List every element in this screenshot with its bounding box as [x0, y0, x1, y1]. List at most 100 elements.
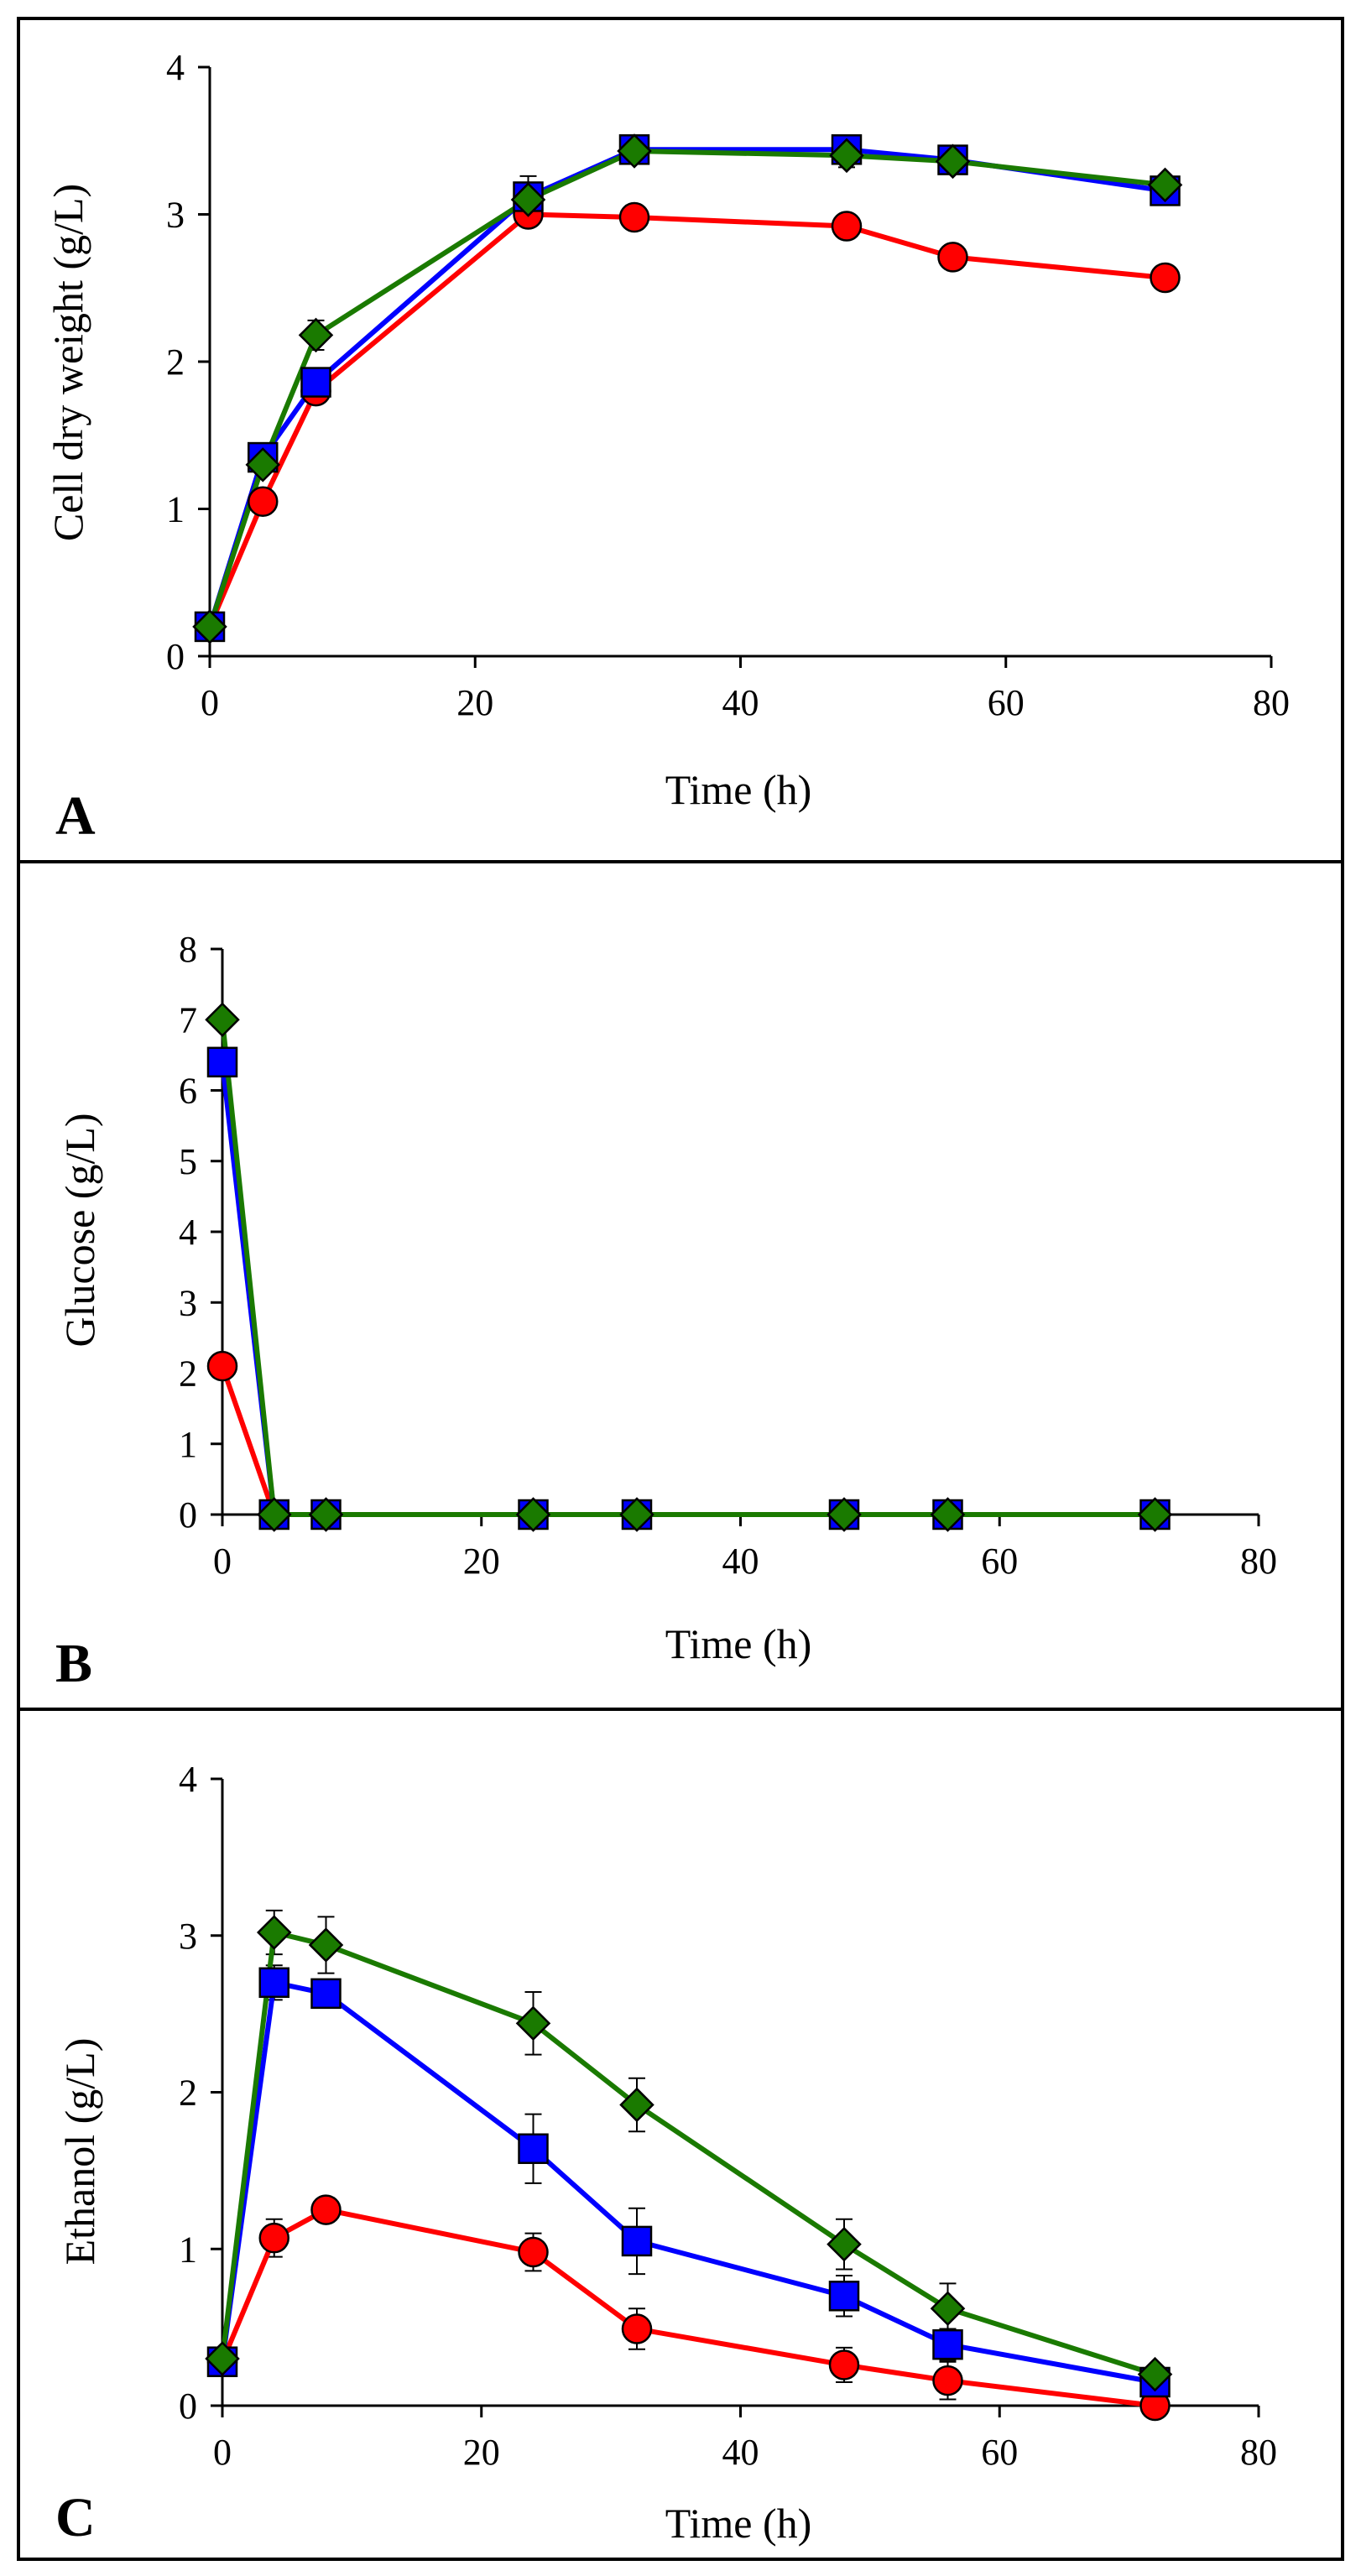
- panel-b-diamond-marker: [256, 1497, 292, 1532]
- panel-b-x-tick-label: 60: [981, 1541, 1018, 1582]
- panel-c-circle-marker: [621, 2313, 653, 2344]
- panel-c-diamond-marker: [515, 2005, 551, 2042]
- panel-b-diamond-marker: [205, 1002, 240, 1038]
- panel-a-diamond-marker: [617, 133, 652, 169]
- panel-b-x-tick-label: 40: [722, 1541, 759, 1582]
- panel-c-y-tick-label: 2: [179, 2073, 197, 2114]
- panel-a-x-tick-label: 80: [1253, 682, 1290, 723]
- panel-b-x-tick-label: 20: [463, 1541, 500, 1582]
- panel-a-x-tick-label: 40: [722, 682, 759, 723]
- panel-b-y-tick-label: 8: [179, 929, 197, 970]
- panel-c-square-marker: [828, 2281, 860, 2312]
- panel-a-cell-dry-weight: A Time (h) Cell dry weight (g/L) 0 20 40 60…: [44, 47, 1290, 847]
- panel-a-circle-marker: [1150, 262, 1181, 294]
- panel-b-y-tick-label: 2: [179, 1353, 197, 1395]
- panel-c-y-tick-label: 4: [179, 1759, 197, 1800]
- panel-a-y-tick-label: 2: [166, 342, 185, 383]
- panel-c-circle-marker: [310, 2194, 342, 2225]
- panel-c-diamond-marker: [930, 2291, 966, 2326]
- panel-a-x-tick-label: 20: [456, 682, 493, 723]
- panel-a-y-tick-label: 4: [166, 47, 185, 88]
- panel-a-y-tick-label: 0: [166, 636, 185, 677]
- panel-c-diamond-marker: [1137, 2356, 1173, 2392]
- panel-a-y-axis-label: Cell dry weight (g/L): [44, 184, 91, 541]
- panel-a-diamond-marker: [298, 317, 334, 353]
- panel-c-x-tick-label: 40: [722, 2432, 759, 2473]
- panel-b-y-tick-label: 7: [179, 999, 197, 1040]
- panel-c-circle-marker: [258, 2222, 289, 2254]
- panel-a-y-tick-label: 3: [166, 195, 185, 236]
- panel-a-frame: [17, 17, 1344, 863]
- panel-c-square-marker: [932, 2328, 963, 2360]
- panel-b-frame: [17, 860, 1344, 1711]
- panel-b-y-tick-label: 6: [179, 1071, 197, 1112]
- panel-b-circle-series-line: [220, 1365, 1155, 1517]
- panel-c-circle-marker: [518, 2236, 549, 2268]
- panel-b-diamond-marker: [308, 1497, 344, 1532]
- panel-c-square-marker: [310, 1978, 342, 2010]
- panel-a-circle-series-line: [207, 211, 1165, 628]
- panel-c-x-axis-label: Time (h): [665, 2500, 812, 2547]
- panel-a-letter: A: [55, 785, 96, 847]
- panel-a-square-marker: [300, 367, 331, 398]
- panel-b-letter: B: [55, 1633, 92, 1694]
- panel-b-y-tick-label: 4: [179, 1212, 197, 1253]
- panel-b-x-axis-label: Time (h): [665, 1620, 812, 1667]
- panel-c-y-tick-label: 1: [179, 2229, 197, 2270]
- panel-c-diamond-series-line: [220, 1930, 1156, 2377]
- panel-a-diamond-marker: [245, 447, 281, 482]
- panel-a-y-tick-label: 1: [166, 489, 185, 530]
- panel-c-y-tick-label: 0: [179, 2386, 197, 2427]
- panel-c-diamond-marker: [205, 2341, 240, 2376]
- panel-b-diamond-marker: [930, 1497, 966, 1532]
- panel-b-diamond-series-line: [220, 1019, 1155, 1517]
- panel-c-square-marker: [621, 2225, 653, 2257]
- panel-c-diamond-marker: [619, 2087, 654, 2123]
- panel-b-diamond-marker: [619, 1497, 654, 1532]
- panel-c-x-tick-label: 0: [213, 2432, 232, 2473]
- panel-a-circle-marker: [248, 486, 279, 517]
- panel-a-x-tick-label: 0: [201, 682, 219, 723]
- panel-c-circle-series-line: [220, 2207, 1155, 2408]
- panel-b-glucose: B Time (h) Glucose (g/L) 0 20 40 60 80 0 1 2 3 4 5…: [55, 929, 1277, 1694]
- panel-c-diamond-marker: [256, 1915, 292, 1950]
- panel-a-diamond-series-line: [207, 149, 1165, 628]
- panel-c-square-series-line: [220, 1979, 1156, 2385]
- panel-a-circle-marker: [618, 201, 650, 233]
- panel-a-x-axis-label: Time (h): [665, 766, 812, 813]
- panel-b-y-axis-label: Glucose (g/L): [56, 1113, 103, 1347]
- panel-b-circle-marker: [206, 1350, 238, 1382]
- panel-b-y-tick-label: 3: [179, 1282, 197, 1323]
- panel-a-diamond-marker: [192, 609, 227, 644]
- panel-a-diamond-marker: [935, 143, 971, 180]
- panel-a-x-tick-label: 60: [988, 682, 1025, 723]
- panel-b-x-tick-label: 80: [1240, 1541, 1277, 1582]
- panel-b-square-marker: [206, 1046, 238, 1078]
- panel-c-x-tick-label: 60: [981, 2432, 1018, 2473]
- panel-c-diamond-marker: [308, 1927, 344, 1963]
- panel-c-letter: C: [55, 2487, 96, 2548]
- panel-b-y-tick-label: 0: [179, 1494, 197, 1536]
- panel-a-diamond-marker: [510, 182, 546, 217]
- panel-a-diamond-marker: [829, 138, 864, 174]
- panel-a-circle-marker: [831, 211, 863, 242]
- panel-a-diamond-marker: [1147, 167, 1183, 203]
- panel-b-diamond-marker: [515, 1497, 551, 1532]
- panel-c-frame: [17, 1708, 1344, 2561]
- panel-c-x-tick-label: 80: [1240, 2432, 1277, 2473]
- panel-b-square-series-line: [220, 1061, 1155, 1517]
- panel-b-y-tick-label: 5: [179, 1141, 197, 1182]
- panel-c-circle-marker: [828, 2349, 860, 2380]
- panel-b-diamond-marker: [827, 1497, 862, 1532]
- panel-b-y-tick-label: 1: [179, 1424, 197, 1465]
- panel-c-y-tick-label: 3: [179, 1916, 197, 1957]
- panel-c-x-tick-label: 20: [463, 2432, 500, 2473]
- panel-b-diamond-marker: [1137, 1497, 1173, 1532]
- panel-c-circle-marker: [932, 2365, 963, 2396]
- panel-c-y-axis-label: Ethanol (g/L): [56, 2038, 103, 2266]
- panel-c-square-marker: [258, 1967, 289, 1999]
- panel-c-square-marker: [518, 2133, 549, 2164]
- panel-c-ethanol: C Time (h) Ethanol (g/L) 0 20 40 60 80 0 1 2 3 4: [55, 1759, 1277, 2548]
- panel-c-diamond-marker: [827, 2226, 862, 2262]
